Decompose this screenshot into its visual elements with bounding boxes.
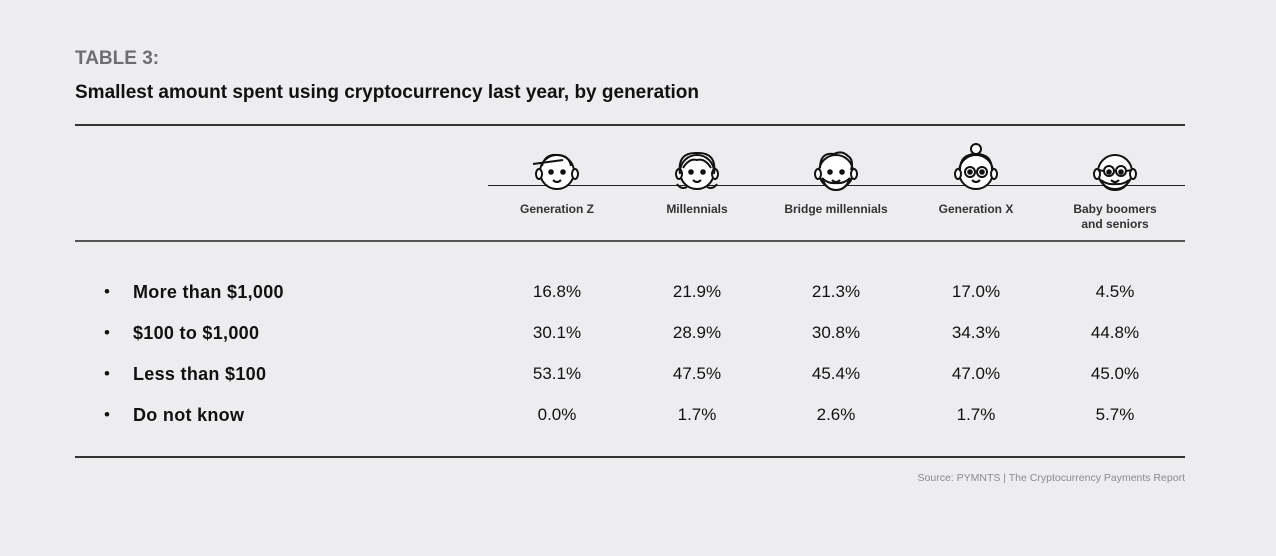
table-row: • More than $1,000 16.8% 21.9% 21.3% 17.0% 4.… [0, 282, 1276, 306]
table-cell: 30.1% [532, 323, 582, 342]
table-cell: 17.0% [951, 282, 1001, 301]
bullet-icon: • [104, 323, 110, 342]
table-cell: 30.8% [811, 323, 861, 342]
table-cell: 47.5% [672, 364, 722, 383]
table-cell: 45.0% [1090, 364, 1140, 383]
table-cell: 53.1% [532, 364, 582, 383]
row-label: Less than $100 [133, 364, 267, 384]
table-cell: 47.0% [951, 364, 1001, 383]
bullet-icon: • [104, 405, 110, 424]
column-header: Generation Z [519, 202, 594, 216]
table-cell: 45.4% [811, 364, 861, 383]
table-cell: 21.3% [811, 282, 861, 301]
table-cell: 21.9% [672, 282, 722, 301]
table-cell: 0.0% [537, 405, 577, 424]
column-header: Baby boomers and seniors [1073, 202, 1157, 231]
bottom-rule [75, 456, 1185, 458]
header-rule [75, 240, 1185, 242]
gen-x-face-icon [946, 140, 1006, 196]
table-cell: 28.9% [672, 323, 722, 342]
table-row: • $100 to $1,000 30.1% 28.9% 30.8% 34.3% 44.8… [0, 323, 1276, 347]
millennial-face-icon [667, 140, 727, 196]
bullet-icon: • [104, 282, 110, 301]
row-label: Do not know [133, 405, 245, 425]
table-title: Smallest amount spent using cryptocurren… [75, 82, 700, 103]
source-note: Source: PYMNTS | The Cryptocurrency Paym… [917, 472, 1185, 484]
boomer-face-icon [1085, 140, 1145, 196]
gen-z-face-icon [527, 140, 587, 196]
table-cell: 34.3% [951, 323, 1001, 342]
column-header: Generation X [938, 202, 1014, 216]
column-header: Bridge millennials [784, 202, 888, 216]
row-label: More than $1,000 [133, 282, 284, 302]
table-row: • Less than $100 53.1% 47.5% 45.4% 47.0% 45.0… [0, 364, 1276, 388]
table-cell: 1.7% [677, 405, 717, 424]
bullet-icon: • [104, 364, 110, 383]
table-cell: 4.5% [1095, 282, 1135, 301]
table-cell: 44.8% [1090, 323, 1140, 342]
bridge-millennial-face-icon [806, 140, 866, 196]
table-cell: 2.6% [816, 405, 856, 424]
top-rule [75, 124, 1185, 126]
table-row: • Do not know 0.0% 1.7% 2.6% 1.7% 5.7% [0, 405, 1276, 429]
table-label: TABLE 3: [75, 48, 160, 69]
table-cell: 1.7% [956, 405, 996, 424]
table-cell: 16.8% [532, 282, 582, 301]
table-cell: 5.7% [1095, 405, 1135, 424]
column-header: Millennials [666, 202, 728, 216]
row-label: $100 to $1,000 [133, 323, 260, 343]
